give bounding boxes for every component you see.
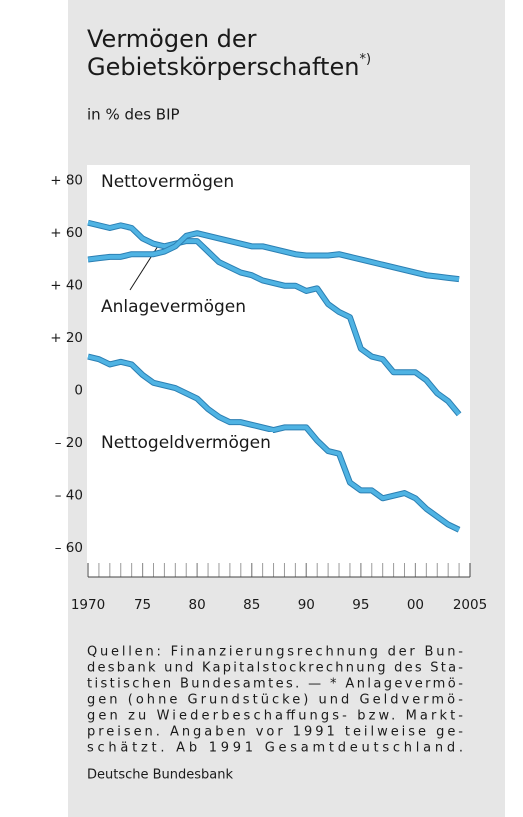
note-line: gen (ohne Grundstücke) und Geldvermö- (87, 693, 463, 708)
x-tick-label: 2005 (453, 597, 487, 613)
note-line: tistischen Bundesamtes. — * Anlagevermö- (87, 677, 463, 692)
x-tick-label: 95 (352, 597, 369, 613)
y-tick-label: 0 (74, 383, 83, 399)
y-tick-label: – 60 (55, 540, 83, 556)
x-tick-label: 85 (243, 597, 260, 613)
label-bg (99, 171, 237, 193)
source: Deutsche Bundesbank (87, 768, 234, 783)
y-tick-label: – 40 (55, 488, 83, 504)
chart-title: Gebietskörperschaften (87, 53, 359, 81)
note-line: desbank und Kapitalstockrechnung des Sta… (87, 661, 463, 676)
series-line (87, 231, 460, 282)
y-tick-label: + 60 (50, 225, 83, 241)
y-axis-label: in % des BIP (87, 106, 180, 124)
series-line (87, 354, 460, 532)
label-bg (99, 296, 248, 318)
label-bg (99, 432, 273, 454)
footnote-marker: *) (359, 52, 371, 67)
series-label: Nettovermögen (101, 172, 234, 192)
chart-title: Vermögen der (87, 25, 257, 53)
x-tick-label: 1970 (71, 597, 105, 613)
y-tick-label: + 20 (50, 330, 83, 346)
y-tick-label: – 20 (55, 435, 83, 451)
chart-title: Gebietskörperschaften*) (87, 52, 371, 82)
x-tick-label: 80 (189, 597, 206, 613)
x-tick-label: 90 (298, 597, 315, 613)
y-tick-label: + 80 (50, 173, 83, 189)
x-tick-label: 75 (134, 597, 151, 613)
note-line: gen zu Wiederbeschaffungs- bzw. Markt- (87, 709, 463, 724)
x-tick-label: 00 (407, 597, 424, 613)
series-label: Anlagevermögen (101, 297, 246, 317)
series-label: Nettogeldvermögen (101, 433, 271, 453)
series-line (87, 220, 461, 416)
y-tick-label: + 40 (50, 278, 83, 294)
